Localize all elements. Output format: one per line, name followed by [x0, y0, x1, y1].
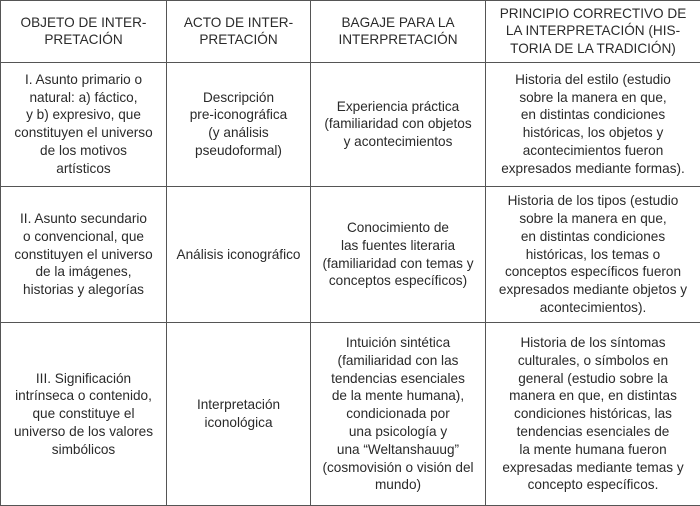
header-acto: ACTO DE INTER- PRETACIÓN	[166, 0, 311, 63]
cell-acto: Descripción pre-iconográfica (y análisis…	[166, 61, 311, 187]
header-principio: PRINCIPIO CORRECTIVO DE LA INTERPRETACIÓ…	[485, 0, 700, 63]
header-objeto: OBJETO DE INTER- PRETACIÓN	[0, 0, 167, 63]
cell-principio: Historia del estilo (estudio sobre la ma…	[485, 61, 700, 187]
cell-objeto: I. Asunto primario o natural: a) fáctico…	[0, 61, 167, 187]
table-row: III. Significación intrínseca o contenid…	[0, 322, 700, 506]
cell-bagaje: Conocimiento de las fuentes literaria (f…	[310, 185, 486, 324]
cell-objeto: II. Asunto secundario o convencional, qu…	[0, 185, 167, 324]
header-row: OBJETO DE INTER- PRETACIÓN ACTO DE INTER…	[0, 0, 700, 63]
cell-acto: Análisis iconográfico	[166, 185, 311, 324]
cell-principio: Historia de los síntomas culturales, o s…	[485, 322, 700, 506]
cell-bagaje: Intuición sintética (familiaridad con la…	[310, 322, 486, 506]
table-row: I. Asunto primario o natural: a) fáctico…	[0, 61, 700, 187]
header-bagaje: BAGAJE PARA LA INTERPRETACIÓN	[310, 0, 486, 63]
table-row: II. Asunto secundario o convencional, qu…	[0, 185, 700, 324]
cell-principio: Historia de los tipos (estudio sobre la …	[485, 185, 700, 324]
cell-objeto: III. Significación intrínseca o contenid…	[0, 322, 167, 506]
cell-bagaje: Experiencia práctica (familiaridad con o…	[310, 61, 486, 187]
cell-acto: Interpretación iconológica	[166, 322, 311, 506]
